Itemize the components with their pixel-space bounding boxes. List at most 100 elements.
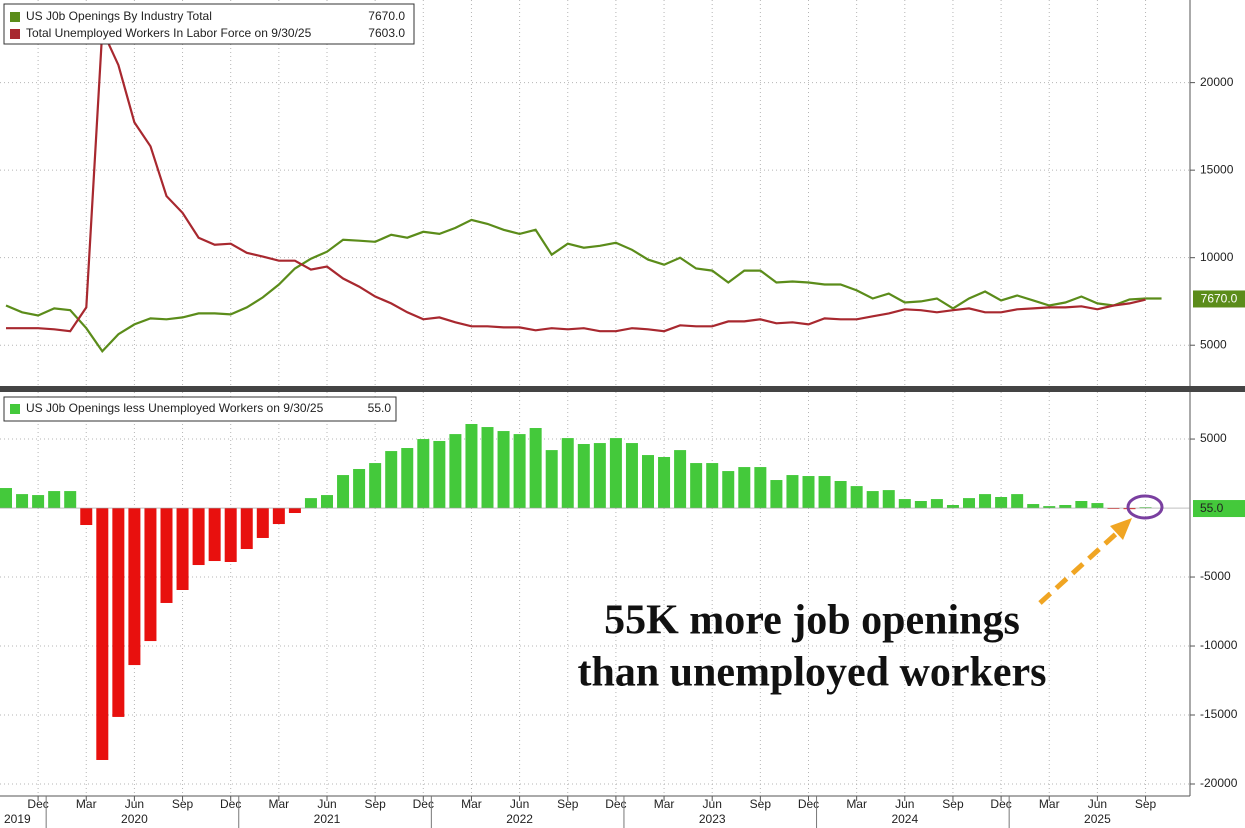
bar (321, 495, 333, 509)
bar (545, 450, 558, 509)
year-label: 2023 (699, 812, 726, 826)
year-label: 2021 (314, 812, 341, 826)
bar (786, 475, 799, 509)
legend-swatch (10, 12, 20, 22)
x-tick-label: Sep (364, 797, 386, 811)
bar (160, 508, 173, 603)
bar (1011, 494, 1024, 509)
annotation: than unemployed workers (577, 650, 1046, 696)
bar (385, 451, 398, 509)
bar (288, 508, 301, 514)
y-tick-label: 5000 (1200, 431, 1227, 445)
bar (256, 508, 269, 538)
arrow-head (1110, 518, 1132, 540)
x-tick-label: Jun (125, 797, 144, 811)
x-tick-label: Jun (317, 797, 336, 811)
legend-box (3, 3, 415, 45)
x-tick-label: Sep (172, 797, 194, 811)
highlight-circle (1126, 494, 1164, 520)
legend-value: 7670.0 (368, 9, 405, 23)
year-label: 2024 (891, 812, 918, 826)
y-tick-label: 5000 (1200, 337, 1227, 351)
x-tick-label: Dec (605, 797, 626, 811)
bar (96, 508, 109, 760)
legend-label: US J0b Openings less Unemployed Workers … (26, 401, 324, 415)
bar (818, 476, 831, 509)
x-tick-label: Mar (461, 797, 482, 811)
bar (609, 438, 622, 509)
bar (240, 508, 253, 550)
x-tick-label: Mar (1039, 797, 1060, 811)
bar (449, 434, 462, 509)
bar (401, 448, 414, 509)
bar (208, 508, 221, 562)
x-tick-label: Jun (703, 797, 722, 811)
bar (625, 443, 638, 509)
bar (513, 434, 526, 509)
bar (176, 508, 189, 590)
x-tick-label: Dec (413, 797, 434, 811)
x-tick-label: Dec (798, 797, 819, 811)
y-tick-label: -5000 (1200, 569, 1231, 583)
line-series (6, 29, 1146, 333)
value-tag-label: 55.0 (1200, 501, 1224, 515)
legend-label: Total Unemployed Workers In Labor Force … (26, 26, 312, 40)
year-label: 2019 (4, 812, 31, 826)
bar (481, 427, 494, 509)
bar (642, 455, 654, 509)
bar (850, 486, 863, 509)
bar (1107, 508, 1120, 509)
legend-value: 55.0 (368, 401, 392, 415)
x-tick-label: Jun (895, 797, 914, 811)
bar (417, 439, 430, 509)
y-tick-label: -20000 (1200, 776, 1238, 790)
value-tag (1193, 500, 1245, 518)
legend-swatch (10, 404, 20, 414)
bar (898, 499, 911, 509)
bar (577, 444, 590, 509)
x-tick-label: Mar (76, 797, 97, 811)
bar (529, 428, 542, 509)
bar (834, 480, 847, 509)
panel-separator (0, 386, 1245, 392)
bar (1139, 507, 1152, 509)
bar (946, 505, 959, 509)
bar (144, 508, 157, 642)
x-tick-label: Sep (1135, 797, 1157, 811)
y-tick-label: 15000 (1200, 162, 1234, 176)
bar (64, 491, 77, 509)
bar (658, 456, 671, 509)
bar (866, 491, 879, 509)
bar (754, 467, 767, 509)
bar (465, 424, 478, 509)
x-tick-label: Dec (27, 797, 48, 811)
bar (706, 463, 719, 509)
y-tick-label: 10000 (1200, 250, 1234, 264)
bar (995, 497, 1008, 509)
bar (722, 471, 735, 509)
x-tick-label: Sep (942, 797, 964, 811)
annotation-arrow (1038, 530, 1120, 605)
y-tick-label: -10000 (1200, 638, 1238, 652)
bar (433, 440, 446, 509)
bar (674, 450, 687, 509)
bar (690, 463, 703, 509)
value-tag (1193, 290, 1245, 308)
bar (16, 494, 29, 509)
bar (80, 508, 93, 526)
x-tick-label: Sep (557, 797, 579, 811)
legend-label: US J0b Openings By Industry Total (26, 9, 212, 23)
bar (112, 508, 125, 717)
year-label: 2025 (1084, 812, 1111, 826)
x-tick-label: Mar (846, 797, 867, 811)
bar (369, 463, 382, 509)
bar (738, 467, 751, 509)
bar (593, 443, 606, 509)
x-tick-label: Dec (990, 797, 1011, 811)
y-tick-label: 20000 (1200, 75, 1234, 89)
legend-swatch (10, 29, 20, 39)
bar (1027, 504, 1040, 509)
bar (930, 499, 943, 509)
